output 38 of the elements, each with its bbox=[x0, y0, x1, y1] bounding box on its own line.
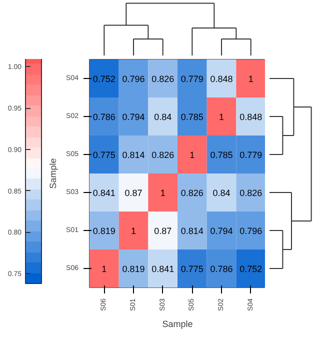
data-label: 0.794 bbox=[122, 112, 145, 122]
data-label: 0.786 bbox=[210, 264, 233, 274]
data-label: 1 bbox=[190, 150, 195, 160]
data-label: 0.826 bbox=[240, 188, 262, 198]
data-label: 1 bbox=[218, 112, 224, 122]
data-label: 0.848 bbox=[240, 112, 262, 122]
data-label: 0.826 bbox=[152, 74, 174, 84]
data-label: 0.87 bbox=[124, 188, 142, 198]
x-axis-title: Sample bbox=[162, 318, 193, 329]
data-label: 1 bbox=[160, 188, 166, 198]
data-label: 0.87 bbox=[154, 226, 172, 236]
data-label: 0.814 bbox=[122, 150, 145, 160]
data-label: 0.794 bbox=[210, 226, 233, 236]
data-label: 1 bbox=[248, 74, 254, 84]
y-axis-title: Sample bbox=[48, 158, 58, 189]
data-label: 0.779 bbox=[240, 150, 262, 160]
data-label: 0.814 bbox=[180, 226, 204, 236]
data-label: 0.819 bbox=[122, 264, 145, 274]
data-label: 0.84 bbox=[212, 188, 230, 198]
data-label: 0.796 bbox=[122, 74, 145, 84]
data-label: 0.826 bbox=[180, 188, 204, 198]
data-label: 0.752 bbox=[240, 264, 262, 274]
data-label: 0.796 bbox=[240, 226, 262, 236]
data-label: 0.785 bbox=[210, 150, 233, 160]
data-label: 1 bbox=[130, 226, 136, 236]
data-label: 1 bbox=[102, 264, 107, 274]
data-label: 0.826 bbox=[152, 150, 174, 160]
data-label: 0.785 bbox=[180, 112, 204, 122]
data-label: 0.775 bbox=[180, 264, 204, 274]
data-label: 0.779 bbox=[180, 74, 204, 84]
data-label: 0.752 bbox=[92, 74, 116, 84]
data-label: 0.841 bbox=[152, 264, 174, 274]
data-label: 0.775 bbox=[92, 150, 116, 160]
data-label: 0.848 bbox=[210, 74, 233, 84]
data-label: 0.84 bbox=[154, 112, 172, 122]
data-label: 0.841 bbox=[92, 188, 116, 198]
data-label: 0.819 bbox=[92, 226, 116, 236]
data-label: 0.786 bbox=[92, 112, 116, 122]
